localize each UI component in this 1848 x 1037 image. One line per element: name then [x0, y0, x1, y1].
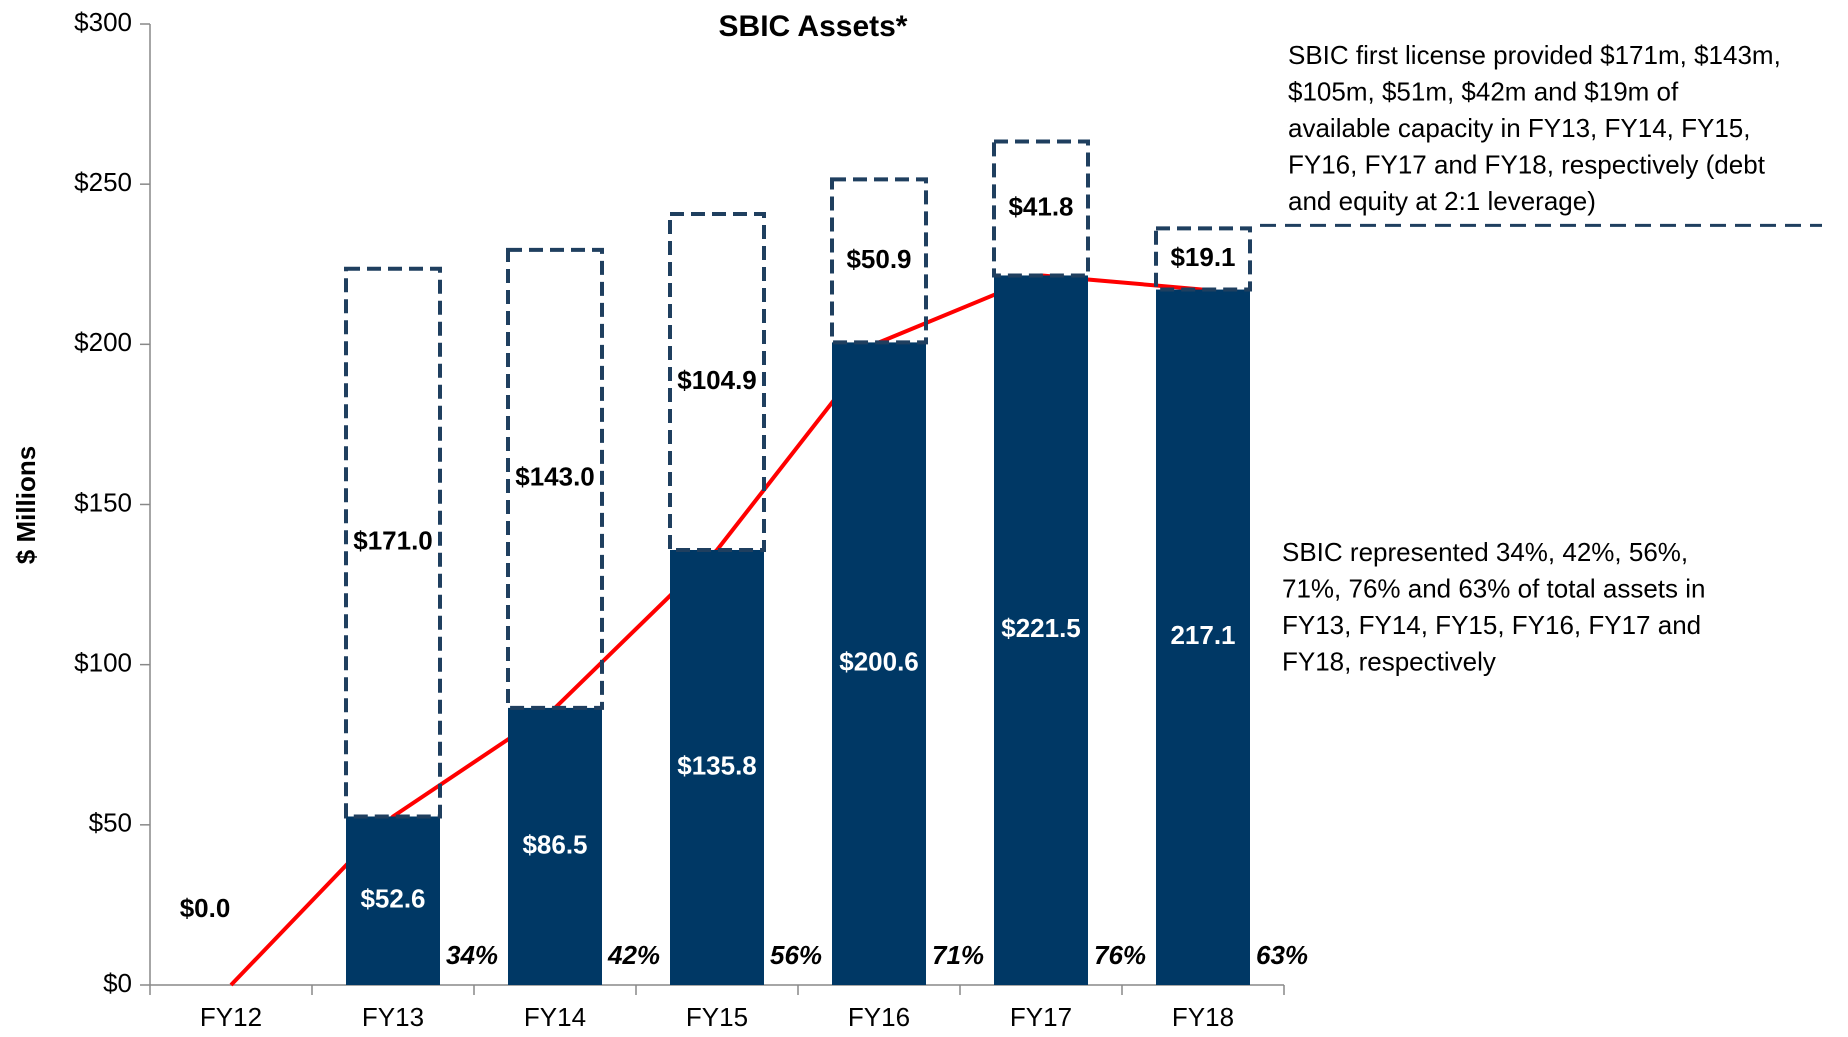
- bar: [508, 707, 602, 985]
- annotation: 71%, 76% and 63% of total assets in: [1282, 573, 1706, 603]
- y-tick-label: $200: [74, 327, 132, 357]
- share-label: 76%: [1094, 940, 1146, 970]
- capacity-label: $171.0: [353, 525, 433, 555]
- annotation: FY18, respectively: [1282, 646, 1496, 676]
- capacity-label: $104.9: [677, 365, 757, 395]
- x-tick-label: FY12: [200, 1002, 262, 1032]
- y-tick-label: $50: [89, 808, 132, 838]
- x-tick-label: FY18: [1172, 1002, 1234, 1032]
- capacity-bar: [1154, 226, 1252, 292]
- x-tick-label: FY16: [848, 1002, 910, 1032]
- y-tick-label: $0: [103, 968, 132, 998]
- capacity-bar: [668, 211, 766, 552]
- share-label: 34%: [446, 940, 498, 970]
- value-label: 217.1: [1170, 620, 1235, 650]
- annotation: FY13, FY14, FY15, FY16, FY17 and: [1282, 610, 1701, 640]
- capacity-label: $50.9: [846, 244, 911, 274]
- capacity-bar: [506, 247, 604, 710]
- chart-title: SBIC Assets*: [719, 10, 908, 43]
- bar: [1156, 289, 1250, 985]
- x-tick-label: FY14: [524, 1002, 586, 1032]
- y-tick-label: $250: [74, 167, 132, 197]
- bar: [832, 342, 926, 985]
- share-label: 42%: [607, 940, 660, 970]
- y-axis-label: $ Millions: [11, 446, 41, 564]
- annotation: SBIC represented 34%, 42%, 56%,: [1282, 537, 1688, 567]
- annotation: FY16, FY17 and FY18, respectively (debt: [1288, 149, 1766, 179]
- annotation: and equity at 2:1 leverage): [1288, 186, 1596, 216]
- annotation: $105m, $51m, $42m and $19m of: [1288, 76, 1679, 106]
- x-tick-label: FY13: [362, 1002, 424, 1032]
- capacity-label: $143.0: [515, 462, 595, 492]
- x-tick-label: FY17: [1010, 1002, 1072, 1032]
- value-label: $0.0: [180, 893, 231, 923]
- capacity-label: $41.8: [1008, 191, 1073, 221]
- value-label: $135.8: [677, 750, 757, 780]
- share-label: 63%: [1256, 940, 1308, 970]
- bar: [670, 549, 764, 985]
- capacity-bar: [830, 177, 928, 345]
- x-tick-label: FY15: [686, 1002, 748, 1032]
- value-label: $221.5: [1001, 613, 1081, 643]
- annotation: available capacity in FY13, FY14, FY15,: [1288, 113, 1750, 143]
- value-label: $86.5: [522, 829, 587, 859]
- capacity-bar: [344, 266, 442, 819]
- bar: [994, 275, 1088, 985]
- value-label: $200.6: [839, 647, 919, 677]
- capacity-label: $19.1: [1170, 242, 1235, 272]
- value-label: $52.6: [360, 884, 425, 914]
- share-label: 71%: [932, 940, 984, 970]
- y-tick-label: $300: [74, 7, 132, 37]
- annotation: SBIC first license provided $171m, $143m…: [1288, 40, 1781, 70]
- y-tick-label: $150: [74, 487, 132, 517]
- y-tick-label: $100: [74, 648, 132, 678]
- share-label: 56%: [770, 940, 822, 970]
- bar: [346, 816, 440, 985]
- capacity-bar: [992, 139, 1090, 278]
